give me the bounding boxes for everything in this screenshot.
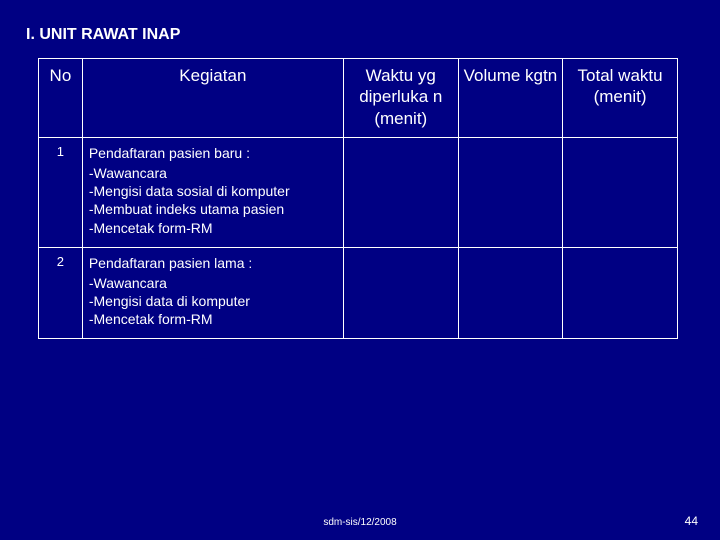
col-header-total: Total waktu (menit) — [563, 59, 678, 138]
table-header-row: No Kegiatan Waktu yg diperluka n (menit)… — [39, 59, 678, 138]
activity-item: -Mencetak form-RM — [89, 219, 337, 237]
activity-title: Pendaftaran pasien lama : — [89, 254, 337, 272]
activity-item: -Mengisi data sosial di komputer — [89, 182, 337, 200]
cell-no: 2 — [39, 247, 83, 339]
activity-item: -Mencetak form-RM — [89, 310, 337, 328]
activity-table: No Kegiatan Waktu yg diperluka n (menit)… — [38, 58, 678, 339]
activity-title: Pendaftaran pasien baru : — [89, 144, 337, 162]
col-header-no: No — [39, 59, 83, 138]
cell-total — [563, 137, 678, 247]
footer-source: sdm-sis/12/2008 — [0, 517, 720, 528]
page-number: 44 — [685, 514, 698, 528]
col-header-kegiatan: Kegiatan — [82, 59, 343, 138]
table-row: 1Pendaftaran pasien baru :-Wawancara-Men… — [39, 137, 678, 247]
activity-item: -Membuat indeks utama pasien — [89, 200, 337, 218]
cell-kegiatan: Pendaftaran pasien lama : -Wawancara-Meng… — [82, 247, 343, 339]
cell-kegiatan: Pendaftaran pasien baru : -Wawancara-Meng… — [82, 137, 343, 247]
table-body: 1Pendaftaran pasien baru :-Wawancara-Men… — [39, 137, 678, 339]
cell-total — [563, 247, 678, 339]
slide: I. UNIT RAWAT INAP No Kegiatan Waktu yg … — [0, 0, 720, 540]
activity-item: -Wawancara — [89, 164, 337, 182]
cell-no: 1 — [39, 137, 83, 247]
activity-item: -Wawancara — [89, 274, 337, 292]
table-row: 2Pendaftaran pasien lama :-Wawancara-Men… — [39, 247, 678, 339]
section-title: I. UNIT RAWAT INAP — [26, 26, 696, 44]
cell-waktu — [343, 137, 458, 247]
cell-waktu — [343, 247, 458, 339]
activity-item: -Mengisi data di komputer — [89, 292, 337, 310]
col-header-waktu: Waktu yg diperluka n (menit) — [343, 59, 458, 138]
cell-volume — [458, 247, 562, 339]
col-header-volume: Volume kgtn — [458, 59, 562, 138]
cell-volume — [458, 137, 562, 247]
